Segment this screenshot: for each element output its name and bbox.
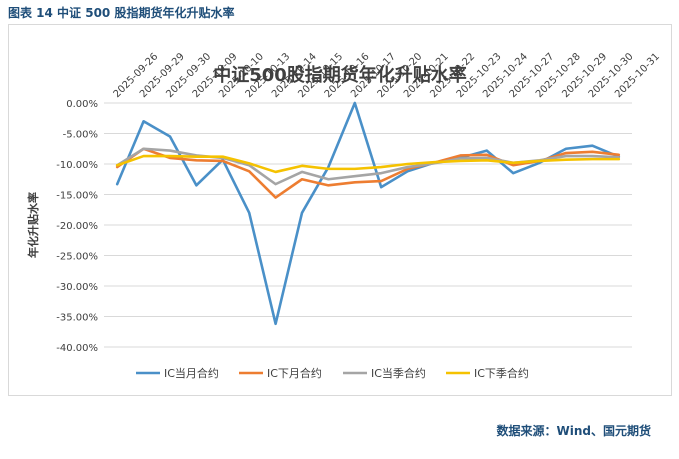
y-tick-label: -40.00% xyxy=(56,343,98,354)
line-chart: 中证500股指期货年化升贴水率 年化升贴水率 0.00% -5.00% -10.00… xyxy=(26,51,662,380)
chart-title: 中证500股指期货年化升贴水率 xyxy=(213,64,467,86)
y-tick-label: -30.00% xyxy=(56,282,98,293)
gridlines xyxy=(104,102,632,348)
legend-label: IC当月合约 xyxy=(164,366,219,380)
legend: IC当月合约 IC下月合约 IC当季合约 IC下季合约 xyxy=(136,366,529,380)
y-tick-label: -15.00% xyxy=(56,191,98,202)
y-tick-label: -25.00% xyxy=(56,252,98,263)
y-tick-label: -5.00% xyxy=(63,130,98,141)
y-tick-label: -20.00% xyxy=(56,221,98,232)
y-axis-label: 年化升贴水率 xyxy=(26,192,40,258)
series-line xyxy=(115,154,621,174)
data-source-note: 数据来源：Wind、国元期货 xyxy=(496,424,651,438)
y-tick-label: -10.00% xyxy=(56,160,98,171)
chart-frame: 中证500股指期货年化升贴水率 年化升贴水率 0.00% -5.00% -10.00… xyxy=(8,24,672,396)
legend-label: IC下季合约 xyxy=(474,366,529,380)
series-line xyxy=(115,101,621,326)
y-tick-labels: 0.00% -5.00% -10.00% -15.00% -20.00% -25.00% -… xyxy=(56,99,98,354)
legend-label: IC下月合约 xyxy=(267,366,322,380)
figure-caption: 图表 14 中证 500 股指期货年化升贴水率 xyxy=(8,6,235,20)
legend-label: IC当季合约 xyxy=(371,366,426,380)
y-tick-label: -35.00% xyxy=(56,313,98,324)
x-tick-label: 2025-09-26 xyxy=(112,51,161,100)
series-lines xyxy=(115,101,621,326)
y-tick-label: 0.00% xyxy=(66,99,98,110)
